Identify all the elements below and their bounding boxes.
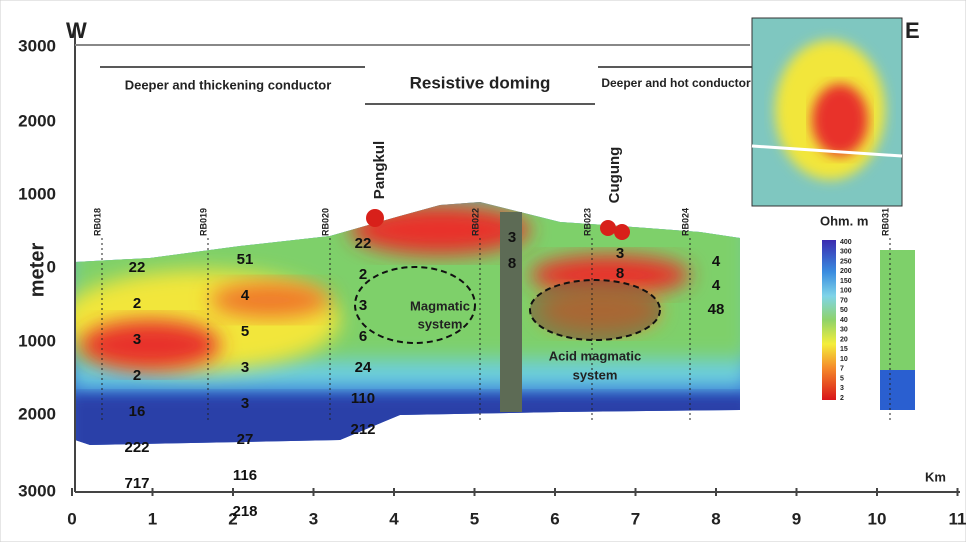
colorbar-tick: 3 (840, 385, 844, 392)
resistivity-value: 3 (241, 395, 249, 412)
resistivity-value: 212 (350, 421, 375, 438)
colorbar-tick: 10 (840, 356, 848, 363)
magmatic-label: system (418, 316, 463, 331)
resistivity-value: 3 (508, 229, 516, 246)
x-tick-label: 3 (309, 509, 318, 528)
section-east-deep (880, 370, 915, 410)
resistive-label: Resistive doming (410, 73, 551, 92)
resistivity-value: 222 (124, 439, 149, 456)
y-tick-label: 3000 (18, 36, 56, 55)
resistivity-value: 5 (241, 323, 249, 340)
y-tick-label: 1000 (18, 184, 56, 203)
inset-anomaly-core (812, 84, 868, 156)
station-label: RB023 (582, 208, 592, 236)
colorbar (822, 240, 836, 400)
magmatic-outline (354, 266, 476, 344)
station-label: RB018 (92, 208, 102, 236)
y-tick-label: 1000 (18, 331, 56, 350)
resistivity-value: 110 (351, 390, 375, 407)
station-label: RB020 (320, 208, 330, 236)
station-label: RB019 (198, 208, 208, 236)
x-tick-label: 11 (949, 509, 966, 528)
acid-label: Acid magmatic (549, 348, 641, 363)
resistivity-value: 4 (241, 287, 250, 304)
x-tick-label: 1 (148, 509, 157, 528)
resistivity-value: 4 (712, 253, 721, 270)
resistivity-value: 22 (355, 235, 372, 252)
resistivity-value: 3 (616, 245, 624, 262)
profile-line (751, 144, 903, 158)
resistivity-value: 8 (616, 265, 624, 282)
resistivity-value: 24 (355, 359, 372, 376)
colorbar-tick: 70 (840, 297, 848, 304)
station-label: RB022 (470, 208, 480, 236)
resistivity-value: 27 (237, 431, 254, 448)
resistivity-value: 2 (133, 367, 141, 384)
colorbar-tick: 100 (840, 288, 852, 295)
resistivity-value: 3 (133, 331, 141, 348)
x-tick-label: 8 (711, 509, 720, 528)
colorbar-tick: 200 (840, 268, 852, 275)
cugung-label: Cugung (606, 147, 623, 204)
y-tick-label: 2000 (18, 404, 56, 423)
x-tick-label: 9 (792, 509, 801, 528)
colorbar-title: Ohm. m (820, 213, 868, 228)
colorbar-tick: 7 (840, 366, 844, 373)
x-tick-label: 7 (631, 509, 640, 528)
hot-conductor-label: Deeper and hot conductor (601, 76, 751, 90)
colorbar-tick: 2 (840, 395, 844, 402)
x-tick-label: 4 (389, 509, 399, 528)
acid-outline (529, 279, 661, 341)
resistivity-value: 51 (237, 251, 254, 268)
x-tick-label: 0 (67, 509, 76, 528)
fault-zone (500, 212, 522, 412)
pangkul-label: Pangkul (371, 141, 388, 199)
x-tick-label: 6 (550, 509, 559, 528)
west-label: W (66, 18, 87, 43)
resistivity-value: 4 (712, 277, 721, 294)
x-tick-label: 10 (868, 509, 887, 528)
y-tick-label: 0 (47, 257, 56, 276)
acid-label: system (573, 367, 618, 382)
resistivity-value: 2 (359, 266, 367, 283)
conductor-label: Deeper and thickening conductor (125, 77, 332, 92)
station-label: RB031 (880, 208, 890, 236)
resistivity-value: 116 (233, 467, 257, 484)
resistivity-value: 48 (708, 301, 725, 318)
colorbar-tick: 20 (840, 336, 848, 343)
colorbar-tick: 250 (840, 258, 852, 265)
resistivity-value: 3 (359, 297, 367, 314)
colorbar-tick: 50 (840, 307, 848, 314)
vent (600, 220, 616, 236)
colorbar-tick: 150 (840, 278, 852, 285)
vent (614, 224, 630, 240)
vent (366, 209, 384, 227)
y-tick-label: 2000 (18, 111, 56, 130)
x-tick-label: 5 (470, 509, 479, 528)
y-axis-label: meter (26, 243, 48, 298)
x-tick-label: 2 (228, 509, 237, 528)
y-tick-label: 3000 (18, 481, 56, 500)
resistivity-value: 2 (133, 295, 141, 312)
resistivity-value: 8 (508, 255, 516, 272)
colorbar-tick: 15 (840, 346, 848, 353)
resistivity-value: 6 (359, 328, 367, 345)
colorbar-tick: 30 (840, 327, 848, 334)
colorbar-tick: 40 (840, 317, 848, 324)
gap (740, 240, 815, 410)
station-label: RB024 (680, 208, 690, 236)
colorbar-tick: 5 (840, 375, 844, 382)
resistivity-value: 16 (129, 403, 146, 420)
colorbar-tick: 400 (840, 239, 852, 246)
colorbar-tick: 300 (840, 249, 852, 256)
resistivity-value: 218 (232, 503, 257, 520)
resistivity-value: 22 (129, 259, 146, 276)
x-unit: Km (925, 469, 946, 484)
east-label: E (905, 18, 920, 43)
resistivity-value: 717 (124, 475, 149, 492)
resistivity-value: 3 (241, 359, 249, 376)
magmatic-label: Magmatic (410, 298, 470, 313)
